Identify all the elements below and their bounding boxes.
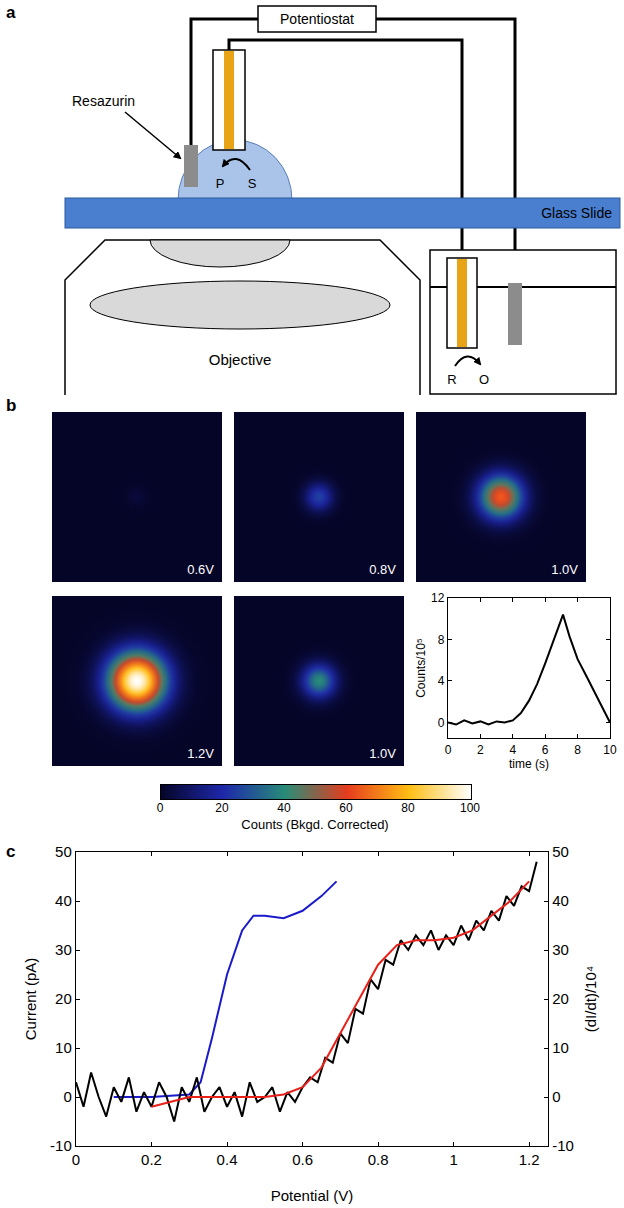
svg-text:0.8: 0.8 [368, 1151, 389, 1168]
svg-text:Glass Slide: Glass Slide [541, 205, 612, 221]
svg-text:1.2: 1.2 [519, 1151, 540, 1168]
svg-text:-10: -10 [552, 1137, 574, 1154]
svg-text:2: 2 [477, 743, 484, 757]
svg-text:10: 10 [552, 1039, 569, 1056]
svg-text:1.0V: 1.0V [551, 562, 578, 577]
svg-text:50: 50 [552, 843, 569, 860]
svg-text:Current (pA): Current (pA) [22, 958, 39, 1041]
svg-text:0.2: 0.2 [141, 1151, 162, 1168]
svg-text:0: 0 [445, 743, 452, 757]
html-text:b: b [6, 396, 17, 415]
svg-text:4: 4 [438, 674, 445, 688]
svg-text:Resazurin: Resazurin [72, 93, 135, 109]
svg-text:8: 8 [438, 633, 445, 647]
svg-text:Objective: Objective [209, 351, 272, 368]
html-text:40: 40 [277, 801, 291, 815]
svg-text:(dI/dt)/10⁴: (dI/dt)/10⁴ [582, 966, 599, 1032]
svg-text:10: 10 [55, 1039, 72, 1056]
svg-text:0: 0 [552, 1088, 560, 1105]
svg-text:time (s): time (s) [509, 757, 549, 771]
svg-text:a: a [6, 3, 16, 22]
svg-text:8: 8 [574, 743, 581, 757]
svg-text:1.2V: 1.2V [187, 746, 214, 761]
html-text:20: 20 [215, 801, 229, 815]
svg-text:0.4: 0.4 [217, 1151, 238, 1168]
svg-text:30: 30 [55, 941, 72, 958]
svg-text:30: 30 [552, 941, 569, 958]
svg-text:1: 1 [449, 1151, 457, 1168]
html-text:Counts (Bkgd. Corrected): Counts (Bkgd. Corrected) [241, 817, 389, 832]
svg-text:20: 20 [55, 990, 72, 1007]
svg-text:-10: -10 [50, 1137, 72, 1154]
html-text:c: c [6, 842, 16, 861]
html-text:0: 0 [156, 801, 164, 815]
svg-text:0.6V: 0.6V [187, 562, 214, 577]
svg-text:O: O [479, 372, 489, 387]
svg-text:6: 6 [542, 743, 549, 757]
svg-text:R: R [447, 372, 456, 387]
svg-text:10: 10 [603, 743, 617, 757]
svg-text:40: 40 [552, 892, 569, 909]
svg-text:0: 0 [63, 1088, 71, 1105]
svg-text:12: 12 [431, 591, 445, 605]
svg-text:Counts/10⁵: Counts/10⁵ [414, 638, 428, 698]
svg-text:4: 4 [509, 743, 516, 757]
svg-text:P: P [216, 176, 225, 191]
svg-text:0: 0 [72, 1151, 80, 1168]
html-text:80: 80 [401, 801, 415, 815]
svg-text:0.8V: 0.8V [369, 562, 396, 577]
svg-text:1.0V: 1.0V [369, 746, 396, 761]
svg-text:50: 50 [55, 843, 72, 860]
html-text:100: 100 [460, 801, 480, 815]
svg-text:Potentiostat: Potentiostat [280, 11, 354, 27]
html-text:60: 60 [339, 801, 353, 815]
svg-text:Potential (V): Potential (V) [271, 1187, 354, 1204]
svg-text:40: 40 [55, 892, 72, 909]
svg-text:S: S [248, 176, 257, 191]
svg-text:0: 0 [438, 716, 445, 730]
svg-text:20: 20 [552, 990, 569, 1007]
svg-text:0.6: 0.6 [292, 1151, 313, 1168]
